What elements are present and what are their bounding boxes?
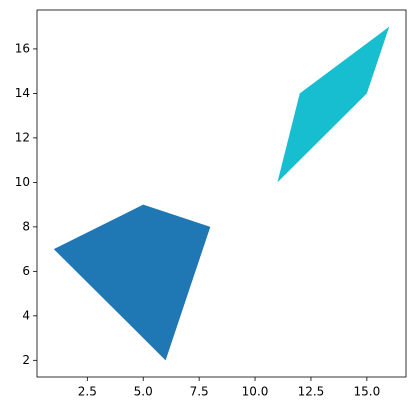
- polygon: [277, 26, 390, 183]
- x-tick-label: 15.0: [354, 385, 381, 399]
- y-tick-label: 12: [15, 130, 30, 144]
- x-tick-label: 10.0: [242, 385, 269, 399]
- y-tick-label: 16: [15, 41, 30, 55]
- y-tick-label: 6: [22, 264, 30, 278]
- x-tick-label: 12.5: [298, 385, 325, 399]
- plot-frame: [36, 9, 407, 378]
- polygon: [53, 204, 211, 361]
- y-tick-label: 4: [22, 308, 30, 322]
- y-tick-label: 2: [22, 353, 30, 367]
- y-tick-label: 14: [15, 86, 30, 100]
- y-tick-label: 8: [22, 219, 30, 233]
- x-tick-label: 2.5: [78, 385, 97, 399]
- x-tick-label: 5.0: [134, 385, 153, 399]
- y-tick-label: 10: [15, 175, 30, 189]
- x-tick-label: 7.5: [190, 385, 209, 399]
